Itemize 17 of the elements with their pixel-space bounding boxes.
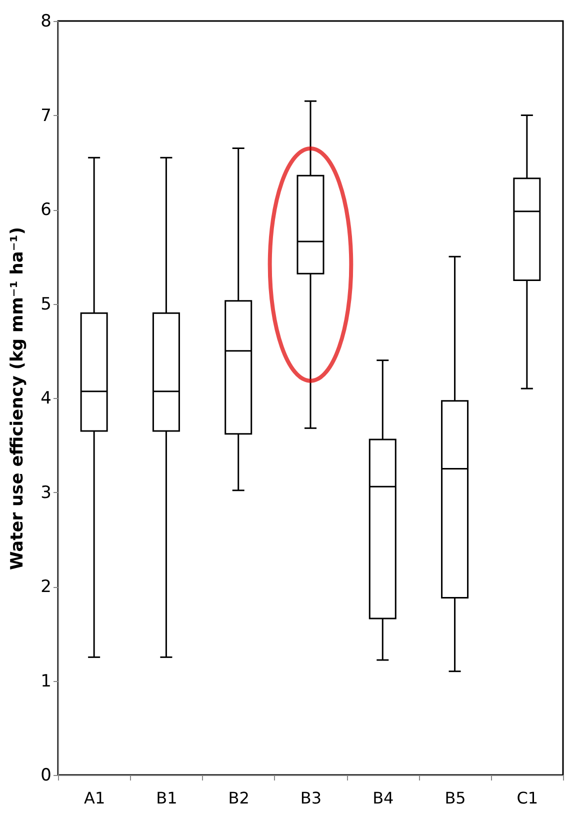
y-tick-label: 7	[40, 106, 52, 126]
y-tick-label: 0	[40, 766, 52, 786]
y-axis-title: Water use efficiency (kg mm⁻¹ ha⁻¹)	[8, 226, 28, 570]
x-tick-label: B1	[156, 788, 178, 808]
y-tick-label: 1	[40, 671, 52, 692]
x-tick-label: B2	[228, 788, 250, 808]
y-tick-label: 3	[40, 482, 52, 503]
x-tick-label: A1	[84, 788, 106, 808]
y-tick-label: 5	[40, 294, 52, 314]
y-tick-label: 2	[40, 577, 52, 597]
y-tick-label: 8	[40, 12, 52, 32]
x-tick-label: B4	[372, 788, 394, 808]
y-tick-label: 4	[40, 388, 52, 408]
y-tick-label: 6	[40, 200, 52, 220]
x-tick-label: B3	[300, 788, 322, 808]
x-tick-label: B5	[444, 788, 466, 808]
x-tick-label: C1	[516, 788, 538, 808]
